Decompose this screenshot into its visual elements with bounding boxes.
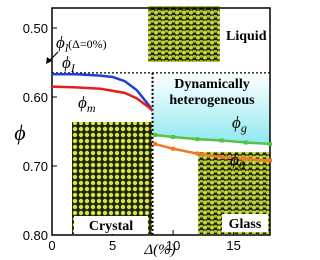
marker [268, 141, 272, 146]
series-label-symbol: ϕ [230, 150, 239, 169]
x-tick-label: 0 [48, 238, 55, 253]
region-label: Liquid [226, 29, 267, 44]
marker [268, 158, 272, 163]
annotation-suffix: (Δ=0%) [68, 37, 106, 51]
annotation-sub: l [65, 41, 69, 55]
region-label: Glass [229, 217, 262, 232]
y-tick-label: 0.70 [23, 159, 48, 174]
label-box [222, 214, 268, 232]
series-line [51, 85, 154, 112]
annotation-symbol: ϕ [56, 33, 65, 52]
y-axis-label: ϕ [14, 120, 25, 145]
marker [243, 157, 248, 162]
x-axis-label: Δ(%) [143, 242, 175, 258]
series-label-sub: 0 [239, 158, 245, 172]
series-label: ϕm [78, 93, 96, 115]
y-tick-label: 0.80 [23, 228, 48, 243]
marker [219, 138, 224, 143]
marker [195, 137, 200, 142]
marker [243, 140, 248, 145]
series-label-sub: I [70, 61, 76, 75]
crystal-image [72, 122, 152, 234]
annotation: ϕl(Δ=0%) [56, 33, 107, 55]
x-tick-label: 10 [166, 238, 180, 253]
series-label-sub: m [87, 101, 96, 115]
region-label: Crystal [89, 219, 133, 234]
marker [152, 141, 157, 146]
series-label-symbol: ϕ [232, 113, 241, 132]
marker [219, 155, 224, 160]
series-label-sub: g [241, 121, 247, 135]
marker [171, 135, 176, 140]
label-box [74, 216, 148, 234]
series-line [154, 142, 271, 162]
region-label: Dynamically [174, 77, 249, 92]
x-tick-label: 15 [226, 238, 240, 253]
liquid-image [148, 6, 220, 62]
marker [152, 132, 157, 137]
annotation-arrowhead [46, 57, 52, 64]
marker [195, 151, 200, 156]
region-label: heterogeneous [169, 93, 255, 108]
series-label: ϕI [62, 53, 76, 75]
series-line [52, 72, 154, 112]
series-label-symbol: ϕ [78, 93, 87, 112]
shaded-region [152, 72, 270, 144]
y-tick-label: 0.60 [23, 90, 48, 105]
series-label: ϕg [232, 113, 247, 135]
series-label-symbol: ϕ [62, 53, 71, 72]
marker [171, 146, 176, 151]
series-label: ϕ0 [230, 150, 245, 172]
x-tick-label: 5 [109, 238, 116, 253]
plot-frame [51, 7, 271, 236]
y-tick-label: 0.50 [23, 21, 48, 36]
series-line [154, 133, 271, 146]
